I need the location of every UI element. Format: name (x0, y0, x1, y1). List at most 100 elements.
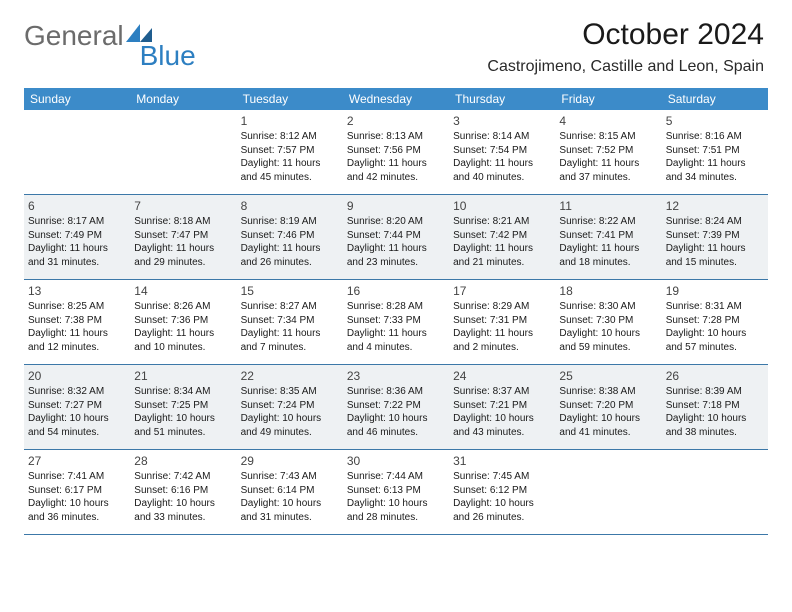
day-number: 22 (241, 368, 339, 384)
daylight-text: Daylight: 11 hours and 21 minutes. (453, 242, 551, 269)
day-cell: 28Sunrise: 7:42 AMSunset: 6:16 PMDayligh… (130, 450, 236, 534)
day-number: 21 (134, 368, 232, 384)
daylight-text: Daylight: 10 hours and 46 minutes. (347, 412, 445, 439)
day-cell (24, 110, 130, 194)
daylight-text: Daylight: 11 hours and 10 minutes. (134, 327, 232, 354)
sunrise-text: Sunrise: 8:25 AM (28, 300, 126, 314)
day-number: 5 (666, 113, 764, 129)
day-cell: 14Sunrise: 8:26 AMSunset: 7:36 PMDayligh… (130, 280, 236, 364)
day-cell: 13Sunrise: 8:25 AMSunset: 7:38 PMDayligh… (24, 280, 130, 364)
day-cell: 24Sunrise: 8:37 AMSunset: 7:21 PMDayligh… (449, 365, 555, 449)
day-number: 17 (453, 283, 551, 299)
day-cell: 29Sunrise: 7:43 AMSunset: 6:14 PMDayligh… (237, 450, 343, 534)
sunset-text: Sunset: 7:24 PM (241, 399, 339, 413)
day-cell: 10Sunrise: 8:21 AMSunset: 7:42 PMDayligh… (449, 195, 555, 279)
sunrise-text: Sunrise: 8:13 AM (347, 130, 445, 144)
page-header: October 2024 Castrojimeno, Castille and … (487, 18, 764, 76)
sunset-text: Sunset: 7:56 PM (347, 144, 445, 158)
day-header: Thursday (449, 88, 555, 110)
daylight-text: Daylight: 11 hours and 45 minutes. (241, 157, 339, 184)
day-number: 7 (134, 198, 232, 214)
daylight-text: Daylight: 10 hours and 49 minutes. (241, 412, 339, 439)
daylight-text: Daylight: 11 hours and 7 minutes. (241, 327, 339, 354)
sunset-text: Sunset: 6:14 PM (241, 484, 339, 498)
sunrise-text: Sunrise: 8:36 AM (347, 385, 445, 399)
day-cell: 27Sunrise: 7:41 AMSunset: 6:17 PMDayligh… (24, 450, 130, 534)
day-header: Sunday (24, 88, 130, 110)
daylight-text: Daylight: 11 hours and 26 minutes. (241, 242, 339, 269)
sunset-text: Sunset: 7:46 PM (241, 229, 339, 243)
week-row: 1Sunrise: 8:12 AMSunset: 7:57 PMDaylight… (24, 110, 768, 195)
sunrise-text: Sunrise: 7:45 AM (453, 470, 551, 484)
day-cell: 25Sunrise: 8:38 AMSunset: 7:20 PMDayligh… (555, 365, 661, 449)
day-cell: 31Sunrise: 7:45 AMSunset: 6:12 PMDayligh… (449, 450, 555, 534)
day-cell: 26Sunrise: 8:39 AMSunset: 7:18 PMDayligh… (662, 365, 768, 449)
day-cell: 19Sunrise: 8:31 AMSunset: 7:28 PMDayligh… (662, 280, 768, 364)
day-header: Saturday (662, 88, 768, 110)
daylight-text: Daylight: 10 hours and 33 minutes. (134, 497, 232, 524)
sunset-text: Sunset: 7:27 PM (28, 399, 126, 413)
daylight-text: Daylight: 10 hours and 59 minutes. (559, 327, 657, 354)
day-header: Wednesday (343, 88, 449, 110)
day-number: 12 (666, 198, 764, 214)
sunset-text: Sunset: 7:39 PM (666, 229, 764, 243)
week-row: 13Sunrise: 8:25 AMSunset: 7:38 PMDayligh… (24, 280, 768, 365)
daylight-text: Daylight: 10 hours and 26 minutes. (453, 497, 551, 524)
daylight-text: Daylight: 10 hours and 51 minutes. (134, 412, 232, 439)
day-number: 14 (134, 283, 232, 299)
sunset-text: Sunset: 7:25 PM (134, 399, 232, 413)
sunset-text: Sunset: 7:33 PM (347, 314, 445, 328)
sunrise-text: Sunrise: 8:16 AM (666, 130, 764, 144)
week-row: 27Sunrise: 7:41 AMSunset: 6:17 PM Dayligh… (24, 450, 768, 535)
sunrise-text: Sunrise: 8:34 AM (134, 385, 232, 399)
day-cell: 5Sunrise: 8:16 AMSunset: 7:51 PMDaylight… (662, 110, 768, 194)
daylight-text: Daylight: 11 hours and 2 minutes. (453, 327, 551, 354)
day-cell: 12Sunrise: 8:24 AMSunset: 7:39 PMDayligh… (662, 195, 768, 279)
sunset-text: Sunset: 6:17 PM (28, 484, 126, 498)
sunrise-text: Sunrise: 7:41 AM (28, 470, 126, 484)
day-number: 25 (559, 368, 657, 384)
daylight-text: Daylight: 10 hours and 57 minutes. (666, 327, 764, 354)
sunrise-text: Sunrise: 8:28 AM (347, 300, 445, 314)
sunrise-text: Sunrise: 8:21 AM (453, 215, 551, 229)
daylight-text: Daylight: 11 hours and 18 minutes. (559, 242, 657, 269)
sunrise-text: Sunrise: 8:27 AM (241, 300, 339, 314)
day-number: 8 (241, 198, 339, 214)
sunrise-text: Sunrise: 8:35 AM (241, 385, 339, 399)
sunrise-text: Sunrise: 8:24 AM (666, 215, 764, 229)
sunset-text: Sunset: 7:41 PM (559, 229, 657, 243)
sunset-text: Sunset: 7:20 PM (559, 399, 657, 413)
daylight-text: Daylight: 11 hours and 42 minutes. (347, 157, 445, 184)
day-number: 13 (28, 283, 126, 299)
day-cell: 22Sunrise: 8:35 AMSunset: 7:24 PMDayligh… (237, 365, 343, 449)
day-cell: 15Sunrise: 8:27 AMSunset: 7:34 PMDayligh… (237, 280, 343, 364)
day-number: 2 (347, 113, 445, 129)
month-title: October 2024 (487, 18, 764, 52)
daylight-text: Daylight: 11 hours and 12 minutes. (28, 327, 126, 354)
daylight-text: Daylight: 11 hours and 23 minutes. (347, 242, 445, 269)
sunset-text: Sunset: 7:51 PM (666, 144, 764, 158)
daylight-text: Daylight: 11 hours and 29 minutes. (134, 242, 232, 269)
daylight-text: Daylight: 11 hours and 34 minutes. (666, 157, 764, 184)
daylight-text: Daylight: 11 hours and 4 minutes. (347, 327, 445, 354)
sunrise-text: Sunrise: 8:37 AM (453, 385, 551, 399)
sunrise-text: Sunrise: 8:39 AM (666, 385, 764, 399)
day-number: 3 (453, 113, 551, 129)
day-cell: 9Sunrise: 8:20 AMSunset: 7:44 PMDaylight… (343, 195, 449, 279)
daylight-text: Daylight: 10 hours and 54 minutes. (28, 412, 126, 439)
weeks-container: 1Sunrise: 8:12 AMSunset: 7:57 PMDaylight… (24, 110, 768, 535)
brand-word1: General (24, 22, 124, 50)
sunrise-text: Sunrise: 8:29 AM (453, 300, 551, 314)
sunset-text: Sunset: 7:54 PM (453, 144, 551, 158)
day-number: 16 (347, 283, 445, 299)
day-number: 27 (28, 453, 126, 469)
day-number: 4 (559, 113, 657, 129)
day-cell: 3Sunrise: 8:14 AMSunset: 7:54 PMDaylight… (449, 110, 555, 194)
sunset-text: Sunset: 7:34 PM (241, 314, 339, 328)
day-cell (130, 110, 236, 194)
day-cell: 4Sunrise: 8:15 AMSunset: 7:52 PMDaylight… (555, 110, 661, 194)
sunset-text: Sunset: 7:31 PM (453, 314, 551, 328)
day-number: 1 (241, 113, 339, 129)
sunrise-text: Sunrise: 8:18 AM (134, 215, 232, 229)
sunset-text: Sunset: 6:12 PM (453, 484, 551, 498)
